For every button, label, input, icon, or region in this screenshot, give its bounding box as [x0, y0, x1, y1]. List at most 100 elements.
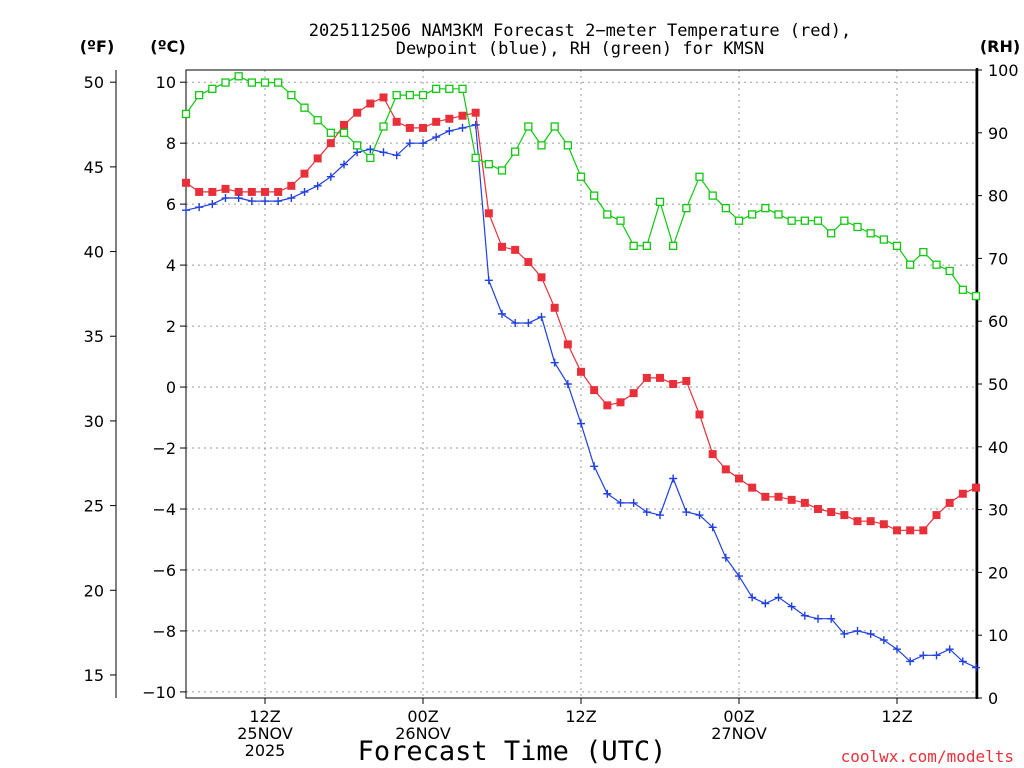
temperature-point	[419, 123, 427, 132]
relative-humidity-point	[274, 78, 283, 87]
relative-humidity-point	[287, 90, 296, 100]
grid	[186, 70, 976, 698]
fahrenheit-tick-label: 20	[84, 581, 104, 600]
temperature-point	[234, 187, 243, 196]
relative-humidity-point	[945, 266, 954, 276]
x-axis-title: Forecast Time (UTC)	[358, 736, 667, 767]
relative-humidity-point	[234, 72, 243, 81]
rh-tick-label: 0	[988, 689, 998, 708]
dewpoint-point	[708, 523, 717, 532]
temperature-point	[695, 410, 704, 419]
temperature-point	[774, 492, 783, 501]
dewpoint-point	[879, 636, 888, 645]
rh-tick-label: 60	[988, 312, 1008, 331]
x-tick-label: 27NOV	[711, 724, 767, 743]
rh-tick-label: 50	[988, 375, 1008, 394]
relative-humidity-point	[247, 78, 256, 87]
temperature-point	[208, 187, 217, 196]
rh-tick-label: 90	[988, 124, 1008, 143]
temperature-point	[458, 111, 467, 120]
temperature-point	[735, 474, 743, 483]
dewpoint-point	[814, 614, 822, 623]
temperature-point	[669, 380, 678, 388]
temperature-point	[445, 114, 454, 123]
fahrenheit-tick-label: 30	[84, 412, 104, 431]
relative-humidity-point	[458, 84, 467, 93]
temperature-point	[287, 181, 296, 190]
relative-humidity-point	[655, 197, 665, 207]
temperature-point	[471, 108, 480, 117]
rh-tick-label: 100	[988, 61, 1019, 80]
relative-humidity-point	[326, 128, 335, 137]
dewpoint-point	[392, 151, 401, 160]
temperature-point	[405, 123, 414, 132]
fahrenheit-unit-label: (ºF)	[80, 37, 115, 56]
dewpoint-point	[261, 197, 269, 206]
temperature-point	[274, 187, 283, 196]
dewpoint-point	[563, 380, 572, 388]
fahrenheit-tick-label: 40	[84, 243, 104, 262]
dewpoint-point	[919, 651, 928, 660]
temperature-point	[682, 376, 691, 385]
dewpoint-point	[550, 358, 559, 367]
temperature-point	[432, 117, 441, 126]
relative-humidity-point	[260, 78, 270, 87]
celsius-tick-label: 2	[166, 317, 176, 336]
temperature-point	[524, 258, 533, 267]
relative-humidity-point	[511, 147, 520, 156]
dewpoint-point	[735, 572, 743, 581]
relative-humidity-point	[695, 172, 704, 181]
dewpoint-point	[326, 172, 335, 181]
temperature-point	[603, 401, 612, 410]
chart-title: 2025112506 NAM3KM Forecast 2−meter Tempe…	[309, 21, 851, 41]
temperature-point	[800, 498, 809, 507]
relative-humidity-point	[787, 216, 796, 225]
relative-humidity-point	[339, 128, 349, 137]
rh-tick-label: 10	[988, 626, 1008, 645]
x-tick-label: 2025	[245, 741, 286, 760]
dewpoint-point	[616, 498, 625, 507]
temperature-point	[313, 154, 322, 163]
dewpoint-point	[537, 312, 546, 321]
fahrenheit-tick-label: 45	[84, 158, 104, 177]
relative-humidity-point	[708, 191, 717, 200]
temperature-point	[840, 511, 849, 520]
temperature-point	[550, 303, 559, 312]
dewpoint-point	[419, 139, 427, 148]
axes: 1086420−2−4−6−8−1012Z25NOV202500Z26NOV12…	[84, 61, 1019, 760]
dewpoint-point	[827, 614, 836, 623]
rh-unit-label: (RH)	[980, 37, 1020, 56]
celsius-tick-label: 8	[166, 134, 176, 153]
x-tick-label: 12Z	[881, 707, 912, 726]
dewpoint-point	[774, 593, 783, 602]
temperature-point	[379, 93, 388, 102]
relative-humidity-point	[379, 122, 388, 131]
relative-humidity-point	[576, 172, 586, 181]
temperature-point	[340, 120, 348, 129]
relative-humidity-point	[432, 84, 441, 93]
relative-humidity-point	[405, 90, 414, 100]
relative-humidity-point	[827, 229, 836, 238]
celsius-unit-label: (ºC)	[150, 37, 185, 56]
dewpoint-point	[313, 181, 322, 190]
temperature-point	[629, 389, 638, 398]
dewpoint-point	[590, 462, 599, 471]
relative-humidity-point	[761, 204, 770, 213]
dewpoint-point	[379, 148, 388, 157]
celsius-tick-label: −10	[142, 683, 176, 702]
relative-humidity-point	[734, 216, 744, 225]
relative-humidity-point	[813, 216, 823, 225]
dewpoint-point	[366, 145, 375, 154]
temperature-point	[761, 492, 770, 501]
source-credit: coolwx.com/modelts	[841, 747, 1014, 766]
temperature-point	[814, 504, 822, 513]
temperature-point	[708, 450, 717, 459]
dewpoint-point	[748, 593, 757, 602]
fahrenheit-tick-label: 50	[84, 73, 104, 92]
dewpoint-point	[300, 187, 309, 196]
relative-humidity-point	[958, 285, 967, 294]
dewpoint-point	[603, 489, 612, 498]
dewpoint-point	[577, 419, 585, 428]
dewpoint-point	[669, 474, 678, 483]
relative-humidity-point	[471, 153, 480, 163]
